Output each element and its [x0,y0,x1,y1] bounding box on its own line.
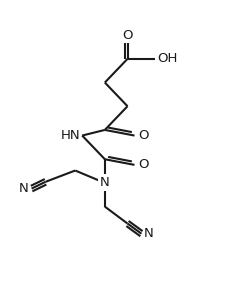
Text: N: N [100,176,110,190]
Text: O: O [138,129,149,142]
Text: O: O [122,29,133,42]
Text: HN: HN [61,129,81,142]
Text: OH: OH [157,52,178,65]
Text: N: N [144,227,154,240]
Text: N: N [19,182,29,195]
Text: O: O [138,159,149,171]
